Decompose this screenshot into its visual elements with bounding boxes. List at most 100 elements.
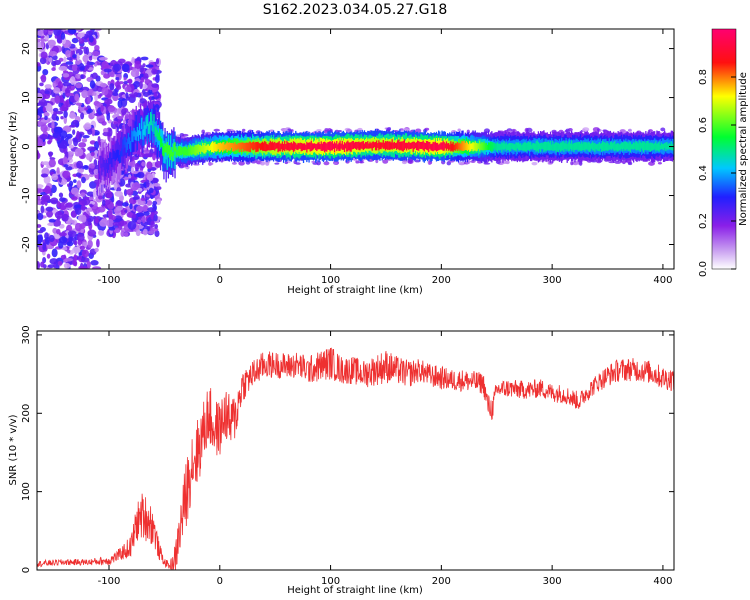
- heatmap-speckle: [88, 35, 94, 43]
- heatmap-ridge-cell: [506, 144, 509, 150]
- heatmap-ridge-cell: [270, 142, 273, 151]
- heatmap-ridge-cell: [413, 141, 415, 150]
- heatmap-ridge-cell: [655, 141, 657, 152]
- heatmap-ridge-cell: [525, 143, 527, 152]
- heatmap-speckle: [115, 77, 120, 81]
- heatmap-speckle: [136, 173, 140, 178]
- heatmap-halo: [181, 133, 189, 137]
- heatmap-speckle: [89, 163, 95, 169]
- heatmap-halo: [483, 162, 491, 165]
- heatmap-ridge-cell: [115, 140, 117, 159]
- heatmap-speckle: [70, 187, 80, 195]
- heatmap-ridge-cell: [469, 141, 471, 152]
- heatmap-ridge-cell: [140, 131, 142, 140]
- heatmap-speckle: [108, 226, 116, 231]
- colorbar-tick-label: 0.0: [698, 261, 709, 277]
- heatmap-ridge-cell: [624, 141, 626, 151]
- heatmap-ridge-cell: [375, 140, 378, 151]
- heatmap-ridge-cell: [527, 141, 530, 150]
- heatmap-speckle: [132, 196, 140, 200]
- heatmap-ridge-cell: [640, 142, 643, 149]
- heatmap-ridge-cell: [339, 140, 341, 151]
- heatmap-ridge-cell: [407, 142, 409, 149]
- heatmap-ridge-cell: [227, 142, 229, 151]
- heatmap-ridge-cell: [477, 143, 480, 149]
- heatmap-speckle: [76, 130, 80, 140]
- heatmap-ridge-cell: [433, 142, 435, 151]
- heatmap-speckle: [59, 22, 64, 29]
- heatmap-halo: [324, 128, 329, 132]
- snr-frame: [36, 330, 675, 571]
- heatmap-ridge-cell: [359, 142, 361, 151]
- heatmap-ridge-cell: [628, 141, 630, 151]
- heatmap-speckle: [44, 90, 50, 95]
- heatmap-speckle: [37, 62, 41, 67]
- heatmap-ridge-cell: [335, 143, 337, 149]
- heatmap-ridge-cell: [614, 140, 616, 152]
- heatmap-ridge-cell: [426, 141, 429, 151]
- heatmap-ridge-cell: [434, 141, 437, 151]
- heatmap-speckle: [107, 80, 111, 86]
- heatmap-ridge-cell: [222, 142, 224, 153]
- heatmap-ridge-cell: [276, 142, 278, 149]
- heatmap-ridge-cell: [593, 143, 595, 151]
- heatmap-ridge-cell: [234, 142, 236, 151]
- figure-title: S162.2023.034.05.27.G18: [263, 2, 448, 18]
- heatmap-speckle: [92, 91, 97, 96]
- heatmap-speckle: [79, 46, 84, 50]
- heatmap-halo: [470, 160, 476, 163]
- heatmap-ridge-cell: [559, 142, 562, 152]
- heatmap-speckle: [136, 205, 144, 213]
- heatmap-ridge-cell: [177, 146, 179, 157]
- heatmap-ridge-cell: [369, 141, 371, 149]
- heatmap-speckle: [126, 188, 134, 196]
- heatmap-ridge-cell: [381, 142, 383, 148]
- heatmap-ridge-cell: [278, 141, 280, 152]
- heatmap-speckle: [65, 100, 69, 107]
- heatmap-ridge-cell: [285, 144, 287, 150]
- heatmap-ridge-cell: [363, 143, 366, 150]
- heatmap-ridge-cell: [508, 142, 511, 152]
- heatmap-speckle: [81, 176, 86, 184]
- heatmap-ridge-cell: [603, 141, 605, 152]
- heatmap-ridge-cell: [661, 143, 664, 150]
- heatmap-speckle: [89, 181, 97, 189]
- heatmap-speckle: [94, 247, 99, 253]
- heatmap-speckle: [106, 99, 110, 109]
- heatmap-ridge-cell: [308, 142, 310, 150]
- heatmap-ridge-cell: [233, 143, 235, 152]
- heatmap-ridge-cell: [99, 156, 101, 176]
- heatmap-speckle: [146, 173, 154, 182]
- heatmap-speckle: [88, 55, 93, 61]
- spectrogram-xlabel: Height of straight line (km): [287, 285, 423, 296]
- heatmap-ridge-cell: [220, 143, 223, 151]
- heatmap-ridge-cell: [125, 142, 127, 153]
- heatmap-ridge-cell: [275, 143, 277, 150]
- heatmap-ridge-cell: [321, 143, 324, 151]
- snr-xtick-label: 200: [432, 576, 451, 587]
- heatmap-speckle: [101, 87, 109, 96]
- heatmap-ridge-cell: [184, 146, 186, 156]
- heatmap-ridge-cell: [115, 150, 117, 160]
- heatmap-ridge-cell: [174, 142, 176, 152]
- heatmap-ridge-cell: [301, 143, 304, 151]
- heatmap-speckle: [42, 242, 47, 251]
- heatmap-speckle: [143, 149, 152, 153]
- heatmap-ridge-cell: [178, 146, 181, 157]
- heatmap-ridge-cell: [120, 137, 122, 157]
- heatmap-speckle: [80, 204, 86, 211]
- heatmap-halo: [207, 162, 214, 166]
- heatmap-speckle: [66, 133, 73, 139]
- heatmap-ridge-cell: [113, 135, 115, 165]
- heatmap-ridge-cell: [299, 142, 301, 149]
- heatmap-ridge-cell: [500, 143, 502, 150]
- heatmap-speckle: [60, 254, 67, 260]
- heatmap-halo: [614, 160, 622, 164]
- heatmap-speckle: [75, 102, 83, 106]
- heatmap-halo: [596, 128, 600, 132]
- colorbar-tick-label: 0.8: [698, 69, 709, 85]
- heatmap-ridge-cell: [467, 144, 470, 150]
- heatmap-ridge-cell: [164, 146, 166, 164]
- heatmap-halo: [567, 127, 573, 132]
- heatmap-ridge-cell: [274, 141, 276, 151]
